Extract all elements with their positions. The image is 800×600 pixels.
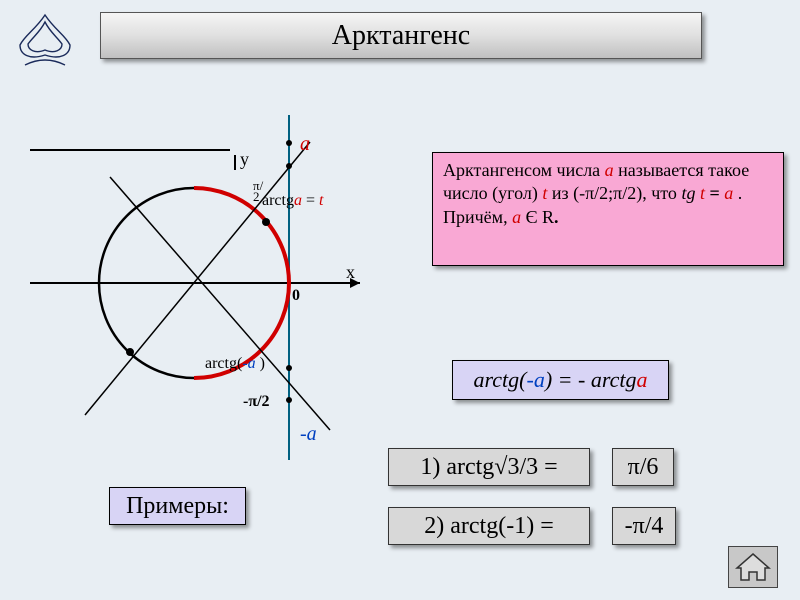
logo-icon xyxy=(15,10,75,70)
neg-a-label: -a xyxy=(300,423,317,445)
arctg-a-eq-t: arctga = t xyxy=(262,192,324,209)
example-1-question: 1) arctg√3/3 = xyxy=(388,448,590,486)
example-1-answer: π/6 xyxy=(612,448,674,486)
arctg-neg-a-label: arctg(-a ) xyxy=(205,355,265,372)
odd-identity-box: arctg(-a) = - arctg a xyxy=(452,360,669,400)
origin-label: 0 xyxy=(292,287,300,304)
unit-circle-diagram: y x 0 a -a π/2 -π/2 arctga = t arctg(-a … xyxy=(30,110,370,470)
a-label: a xyxy=(300,133,310,155)
x-axis-label: x xyxy=(346,262,355,282)
example-2-question: 2) arctg(-1) = xyxy=(388,507,590,545)
y-axis-label: y xyxy=(240,149,249,169)
definition-box: Арктангенсом числа a называется такое чи… xyxy=(432,152,784,266)
home-icon[interactable] xyxy=(728,546,778,588)
example-2-answer: -π/4 xyxy=(612,507,676,545)
pi-half-bot: -π/2 xyxy=(243,393,270,410)
page-title: Арктангенс xyxy=(100,12,702,59)
examples-title: Примеры: xyxy=(109,487,246,525)
